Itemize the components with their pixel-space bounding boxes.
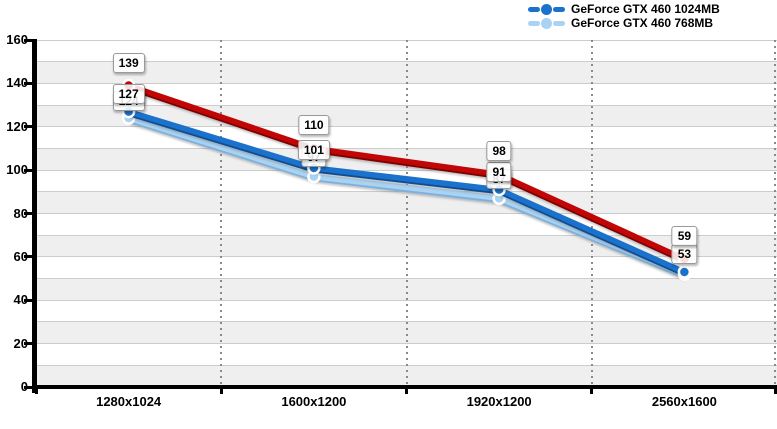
dotted-separator (774, 40, 776, 387)
x-tick (34, 385, 38, 394)
x-axis-label: 1280x1024 (96, 394, 162, 409)
y-axis-label: 20 (13, 335, 28, 351)
legend-label: GeForce GTX 460 1024MB (571, 2, 720, 16)
x-axis-label: 1600x1200 (281, 394, 347, 409)
y-axis-label: 120 (6, 118, 28, 134)
y-axis-label: 80 (13, 205, 28, 221)
x-axis-label: 2560x1600 (651, 394, 717, 409)
legend-label: GeForce GTX 460 768MB (571, 16, 714, 30)
y-axis-label: 60 (13, 248, 28, 264)
y-axis-label: 160 (6, 32, 28, 47)
y-tick (24, 298, 32, 302)
y-tick (24, 168, 32, 172)
legend-line-marker-icon (528, 17, 565, 29)
value-label: 98 (486, 141, 512, 162)
data-point-marker (677, 265, 692, 279)
dotted-separator (220, 40, 223, 387)
y-axis (32, 39, 37, 393)
legend-item: GeForce GTX 460 1024MB (528, 2, 720, 16)
series-GeForce GTX 460 1024MB (121, 104, 692, 279)
x-tick (590, 385, 594, 394)
value-label: 110 (298, 115, 330, 136)
x-tick (219, 385, 223, 394)
value-label: 91 (486, 161, 512, 182)
y-tick (24, 81, 32, 85)
y-tick (24, 125, 32, 129)
dotted-separator (405, 40, 408, 387)
x-tick (405, 385, 408, 394)
legend-item: GeForce GTX 460 768MB (528, 16, 720, 30)
y-tick (24, 38, 32, 42)
y-tick (24, 255, 32, 259)
y-tick (24, 212, 32, 215)
value-label: 53 (671, 244, 698, 265)
y-axis-label: 0 (20, 379, 28, 394)
chart-legend: GeForce GTX 460 1024MB GeForce GTX 460 7… (528, 2, 720, 30)
y-axis-label: 40 (13, 292, 28, 308)
value-label: 59 (671, 226, 698, 247)
y-axis-label: 140 (6, 75, 28, 91)
value-label: 101 (297, 139, 330, 160)
x-axis-label: 1920x1200 (466, 394, 532, 409)
y-axis-label: 100 (6, 162, 28, 178)
value-label: 139 (112, 52, 145, 73)
legend-line-marker-icon (528, 3, 565, 15)
x-axis (32, 385, 777, 389)
value-label: 127 (112, 83, 145, 104)
dotted-separator (590, 40, 593, 387)
y-tick (24, 385, 32, 389)
y-tick (24, 342, 32, 346)
x-tick (774, 385, 777, 394)
